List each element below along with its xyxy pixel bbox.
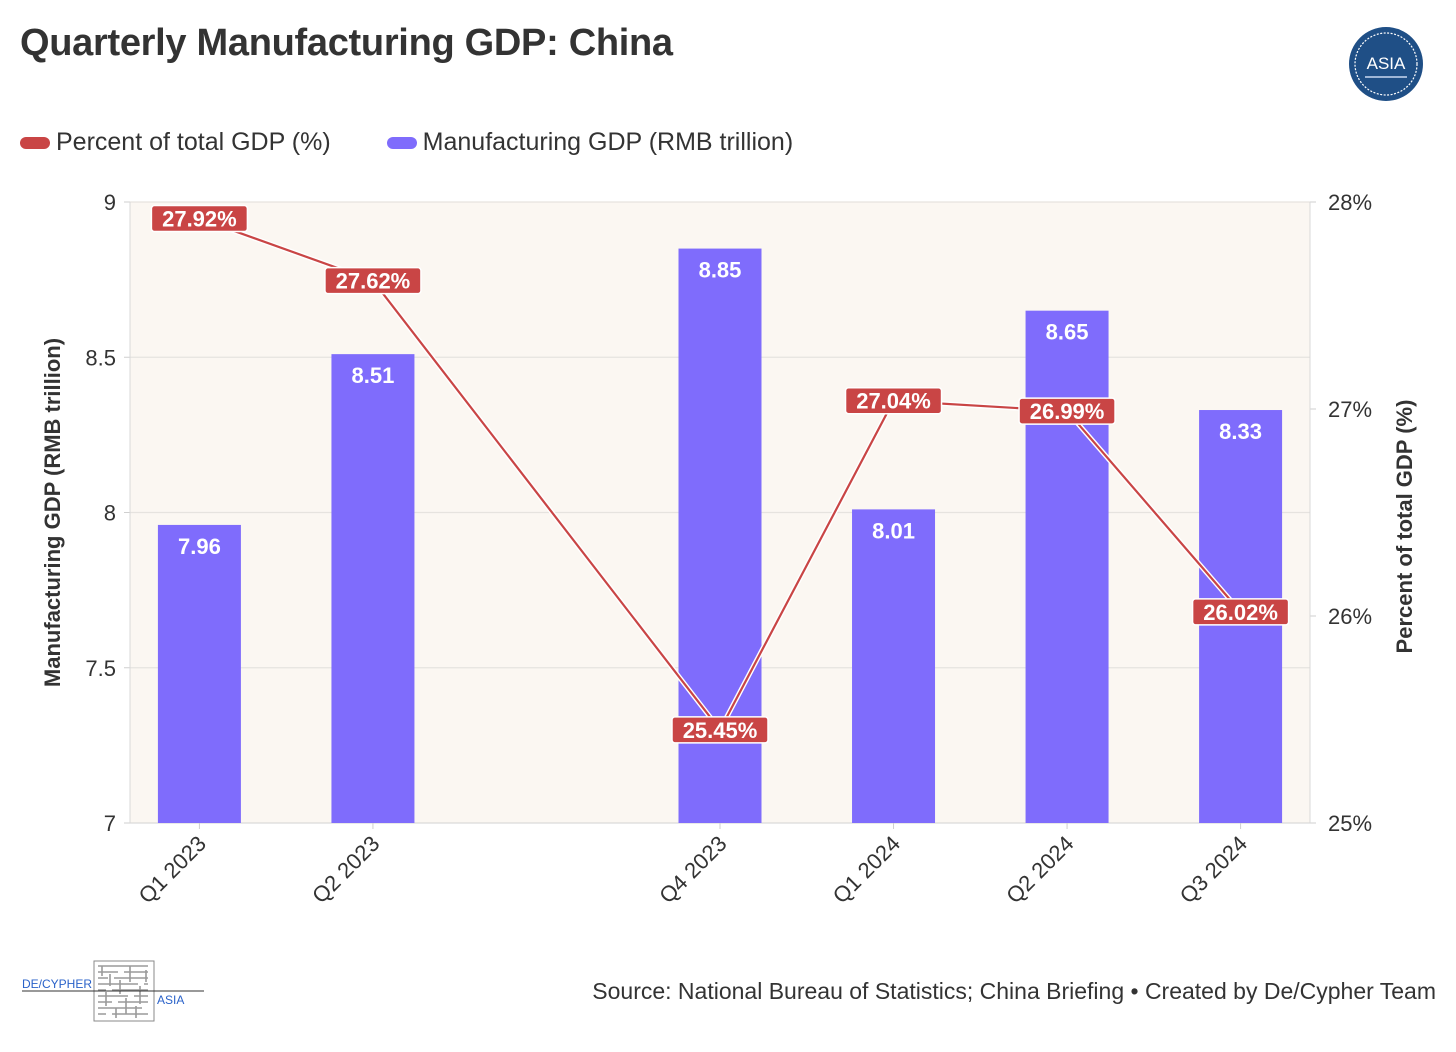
x-tick-label: Q2 2023 — [307, 831, 384, 908]
x-tick-label: Q1 2024 — [828, 831, 905, 908]
decypher-asia-logo: DE/CYPHER ASIA — [22, 960, 204, 1022]
bar-data-label: 8.65 — [1046, 320, 1089, 345]
x-tick-label: Q4 2023 — [654, 831, 731, 908]
bar — [331, 354, 415, 823]
bar — [157, 524, 241, 823]
asia-logo-text: ASIA — [1367, 54, 1406, 73]
line-data-label-bg — [150, 204, 249, 233]
legend-item-percent[interactable]: Percent of total GDP (%) — [20, 128, 331, 157]
bar — [1025, 310, 1109, 823]
y-left-tick-label: 7 — [104, 811, 116, 836]
chart-title: Quarterly Manufacturing GDP: China — [20, 22, 673, 64]
legend-swatch-manufacturing — [386, 136, 417, 149]
line-data-label: 26.99% — [1030, 399, 1105, 424]
bar-data-label: 8.01 — [872, 518, 915, 543]
y-right-tick-label: 26% — [1328, 604, 1372, 629]
y-right-tick-label: 27% — [1328, 397, 1372, 422]
line-data-label-bg — [324, 266, 422, 295]
brand-left-text: DE/CYPHER — [22, 977, 92, 991]
y-left-tick-label: 8.5 — [85, 345, 116, 370]
legend-label-percent: Percent of total GDP (%) — [56, 128, 331, 156]
y-left-tick-label: 7.5 — [85, 656, 116, 681]
legend-item-manufacturing[interactable]: Manufacturing GDP (RMB trillion) — [386, 128, 794, 157]
x-tick-label: Q2 2024 — [1001, 831, 1078, 908]
bar — [852, 509, 936, 823]
bar-data-label: 8.85 — [699, 258, 742, 283]
bar-data-label: 8.51 — [352, 363, 395, 388]
y-right-axis-title: Percent of total GDP (%) — [1392, 400, 1417, 654]
chart-legend: Percent of total GDP (%) Manufacturing G… — [20, 128, 849, 157]
chart-canvas: 7 7.5 8 8.5 9 25% 26% 27% 28% Manufacturing GDP (… — [40, 190, 1417, 908]
legend-label-manufacturing: Manufacturing GDP (RMB trillion) — [422, 128, 794, 156]
legend-swatch-percent — [20, 136, 50, 149]
line-data-label-bg — [1191, 598, 1290, 626]
line-data-label-bg — [1018, 397, 1116, 425]
line-data-label: 27.04% — [856, 389, 931, 414]
x-tick-label: Q1 2023 — [134, 831, 211, 908]
brand-right-text: ASIA — [157, 993, 184, 1007]
bar-data-label: 8.33 — [1219, 419, 1262, 444]
x-tick-label: Q3 2024 — [1175, 831, 1252, 908]
line-data-label-bg — [671, 716, 769, 744]
line-data-label: 27.62% — [336, 269, 411, 294]
line-data-label: 26.02% — [1203, 600, 1278, 625]
y-right-tick-label: 25% — [1328, 811, 1372, 836]
y-left-axis-title: Manufacturing GDP (RMB trillion) — [40, 338, 65, 687]
line-data-label: 27.92% — [162, 207, 237, 232]
bar-data-label: 7.96 — [178, 534, 221, 559]
line-data-label: 25.45% — [683, 718, 758, 743]
source-note: Source: National Bureau of Statistics; C… — [592, 978, 1436, 1004]
y-left-tick-label: 8 — [104, 501, 116, 526]
asia-logo: ASIA — [1349, 27, 1423, 101]
y-right-tick-label: 28% — [1328, 190, 1372, 215]
line-data-label-bg — [844, 386, 943, 415]
y-left-tick-label: 9 — [104, 190, 116, 215]
